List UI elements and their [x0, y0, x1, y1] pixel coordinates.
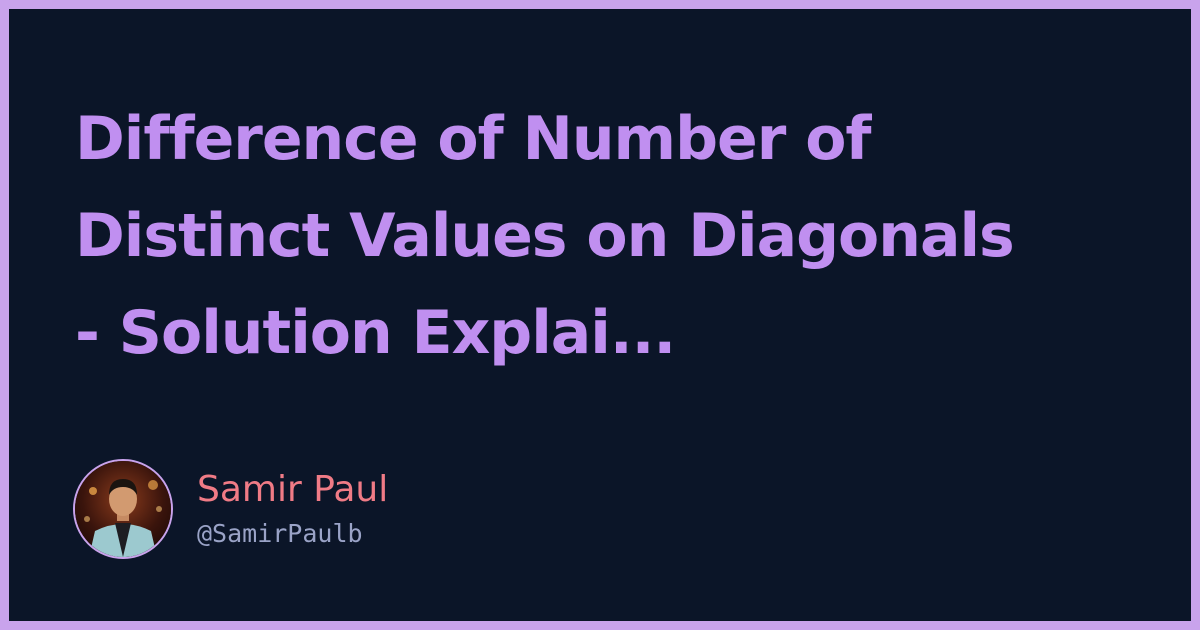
author-text: Samir Paul @SamirPaulb — [197, 466, 388, 552]
author-block: Samir Paul @SamirPaulb — [73, 459, 388, 559]
avatar — [73, 459, 173, 559]
title-line-1: Difference of Number of — [75, 104, 872, 174]
author-handle: @SamirPaulb — [197, 519, 363, 548]
title-line-2: Distinct Values on Diagonals — [75, 201, 1015, 271]
page-title: Difference of Number of Distinct Values … — [75, 91, 1155, 382]
title-line-3: - Solution Explai... — [75, 298, 676, 368]
user-photo-icon — [75, 461, 171, 557]
author-name: Samir Paul — [197, 469, 389, 510]
